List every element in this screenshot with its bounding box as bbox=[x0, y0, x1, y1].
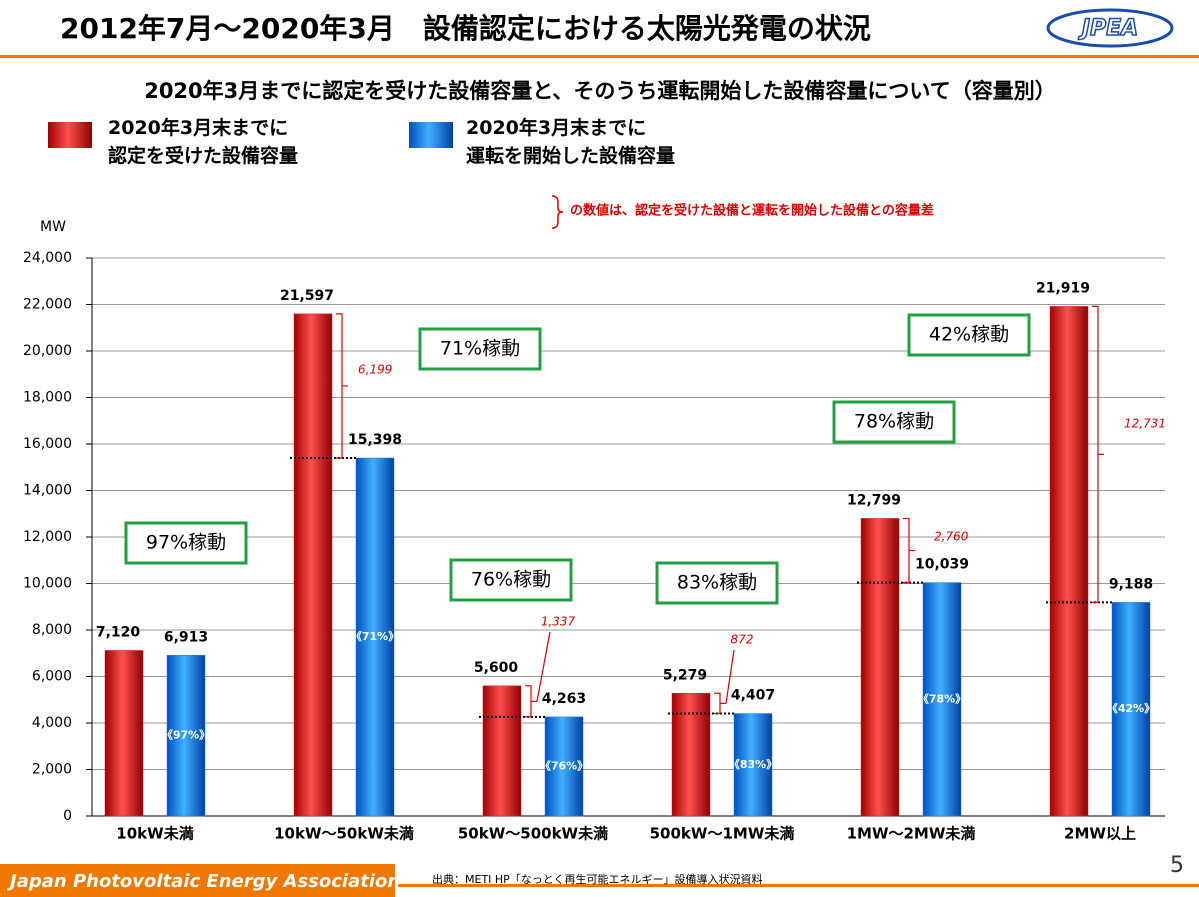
difference-leader bbox=[725, 649, 735, 704]
difference-bracket bbox=[336, 313, 348, 459]
x-tick-label: 500kW～1MW未満 bbox=[650, 825, 795, 843]
bar bbox=[733, 713, 773, 817]
ratio-box bbox=[449, 558, 573, 602]
value-label: 15,398 bbox=[348, 432, 402, 448]
y-tick-label: 20,000 bbox=[23, 343, 72, 359]
bar bbox=[544, 716, 584, 817]
value-label: 7,120 bbox=[96, 624, 141, 640]
page-number: 5 bbox=[1170, 853, 1184, 878]
difference-label: 1,337 bbox=[541, 615, 576, 629]
inner-label: 《83%》 bbox=[729, 758, 777, 771]
legend-entry: 2020年3月末までに 運転を開始した設備容量 bbox=[466, 117, 676, 167]
bar bbox=[922, 582, 962, 817]
y-tick-label: 10,000 bbox=[23, 576, 72, 592]
note: の数値は、認定を受けた設備と運転を開始した設備との容量差 bbox=[570, 203, 934, 219]
x-tick-label: 50kW～500kW未満 bbox=[458, 825, 608, 843]
bar bbox=[1111, 602, 1151, 817]
chart-title: 2020年3月までに認定を受けた設備容量と、そのうち運転開始した設備容量について… bbox=[144, 79, 1056, 103]
value-label: 21,597 bbox=[280, 288, 334, 304]
x-tick-label: 10kW～50kW未満 bbox=[274, 825, 414, 843]
bar bbox=[104, 650, 144, 817]
slide-title: 2012年7月～2020年3月 設備認定における太陽光発電の状況 bbox=[60, 12, 871, 45]
difference-label: 6,199 bbox=[358, 363, 392, 377]
value-label: 21,919 bbox=[1036, 280, 1090, 296]
legend-swatch bbox=[409, 122, 453, 148]
difference-bracket bbox=[903, 517, 915, 584]
y-tick-label: 6,000 bbox=[32, 669, 72, 685]
legend-entry: 2020年3月末までに 認定を受けた設備容量 bbox=[108, 117, 299, 167]
y-tick-label: 8,000 bbox=[32, 622, 72, 638]
value-label: 5,600 bbox=[474, 660, 519, 676]
y-tick-label: 2,000 bbox=[32, 762, 72, 778]
value-label: 4,263 bbox=[542, 691, 586, 707]
y-tick-label: 4,000 bbox=[32, 715, 72, 731]
bar bbox=[293, 313, 333, 817]
ratio-box bbox=[832, 400, 956, 444]
y-tick-label: 12,000 bbox=[23, 529, 72, 545]
legend-swatch bbox=[48, 122, 92, 148]
ratio-label: 71%稼動 bbox=[440, 338, 520, 360]
difference-label: 2,760 bbox=[934, 530, 969, 544]
value-label: 6,913 bbox=[164, 629, 208, 645]
value-label: 10,039 bbox=[915, 557, 969, 573]
footer-rule bbox=[395, 884, 1199, 887]
inner-label: 《76%》 bbox=[540, 759, 588, 772]
source: 出典：METI HP「なっとく再生可能エネルギー」設備導入状況資料 bbox=[432, 872, 762, 886]
y-tick-label: 22,000 bbox=[23, 297, 72, 313]
value-label: 4,407 bbox=[731, 688, 775, 704]
ratio-label: 42%稼動 bbox=[929, 324, 1009, 346]
difference-leader bbox=[536, 631, 551, 702]
bar bbox=[166, 655, 206, 817]
value-label: 12,799 bbox=[847, 492, 901, 508]
ratio-box bbox=[907, 313, 1031, 357]
x-tick-label: 1MW～2MW未満 bbox=[847, 825, 976, 843]
value-label: 9,188 bbox=[1109, 576, 1153, 592]
bar bbox=[355, 457, 395, 817]
ratio-label: 78%稼動 bbox=[854, 411, 934, 433]
difference-bracket bbox=[525, 685, 537, 718]
note-bracket bbox=[551, 195, 564, 229]
ratio-label: 83%稼動 bbox=[677, 572, 757, 594]
difference-bracket bbox=[1092, 305, 1104, 603]
x-tick-label: 10kW未満 bbox=[116, 825, 193, 843]
logo-frame bbox=[1046, 8, 1174, 48]
inner-label: 《97%》 bbox=[162, 729, 210, 742]
difference-label: 12,731 bbox=[1124, 417, 1166, 431]
bar bbox=[482, 685, 522, 817]
bar bbox=[1049, 306, 1089, 817]
inner-label: 《78%》 bbox=[918, 692, 966, 705]
value-label: 5,279 bbox=[663, 667, 707, 683]
y-tick-label: 24,000 bbox=[23, 250, 72, 266]
difference-bracket bbox=[714, 692, 726, 715]
y-tick-label: 16,000 bbox=[23, 436, 72, 452]
y-tick-label: 18,000 bbox=[23, 390, 72, 406]
inner-label: 《71%》 bbox=[351, 630, 399, 643]
footer-band bbox=[0, 864, 395, 897]
ratio-box bbox=[655, 561, 779, 605]
ratio-box bbox=[124, 521, 248, 565]
title-rule bbox=[0, 55, 1199, 58]
ratio-box bbox=[418, 327, 542, 371]
logo: JPEA bbox=[1078, 16, 1138, 41]
inner-label: 《42%》 bbox=[1107, 702, 1155, 715]
y-axis-label: MW bbox=[40, 219, 66, 235]
ratio-label: 76%稼動 bbox=[471, 569, 551, 591]
bar bbox=[860, 518, 900, 817]
y-tick-label: 14,000 bbox=[23, 483, 72, 499]
x-tick-label: 2MW以上 bbox=[1064, 825, 1136, 843]
difference-label: 872 bbox=[731, 633, 754, 647]
ratio-label: 97%稼動 bbox=[146, 532, 226, 554]
y-tick-label: 0 bbox=[63, 808, 72, 824]
bar bbox=[671, 693, 711, 817]
organization: Japan Photovoltaic Energy Association bbox=[7, 871, 400, 892]
